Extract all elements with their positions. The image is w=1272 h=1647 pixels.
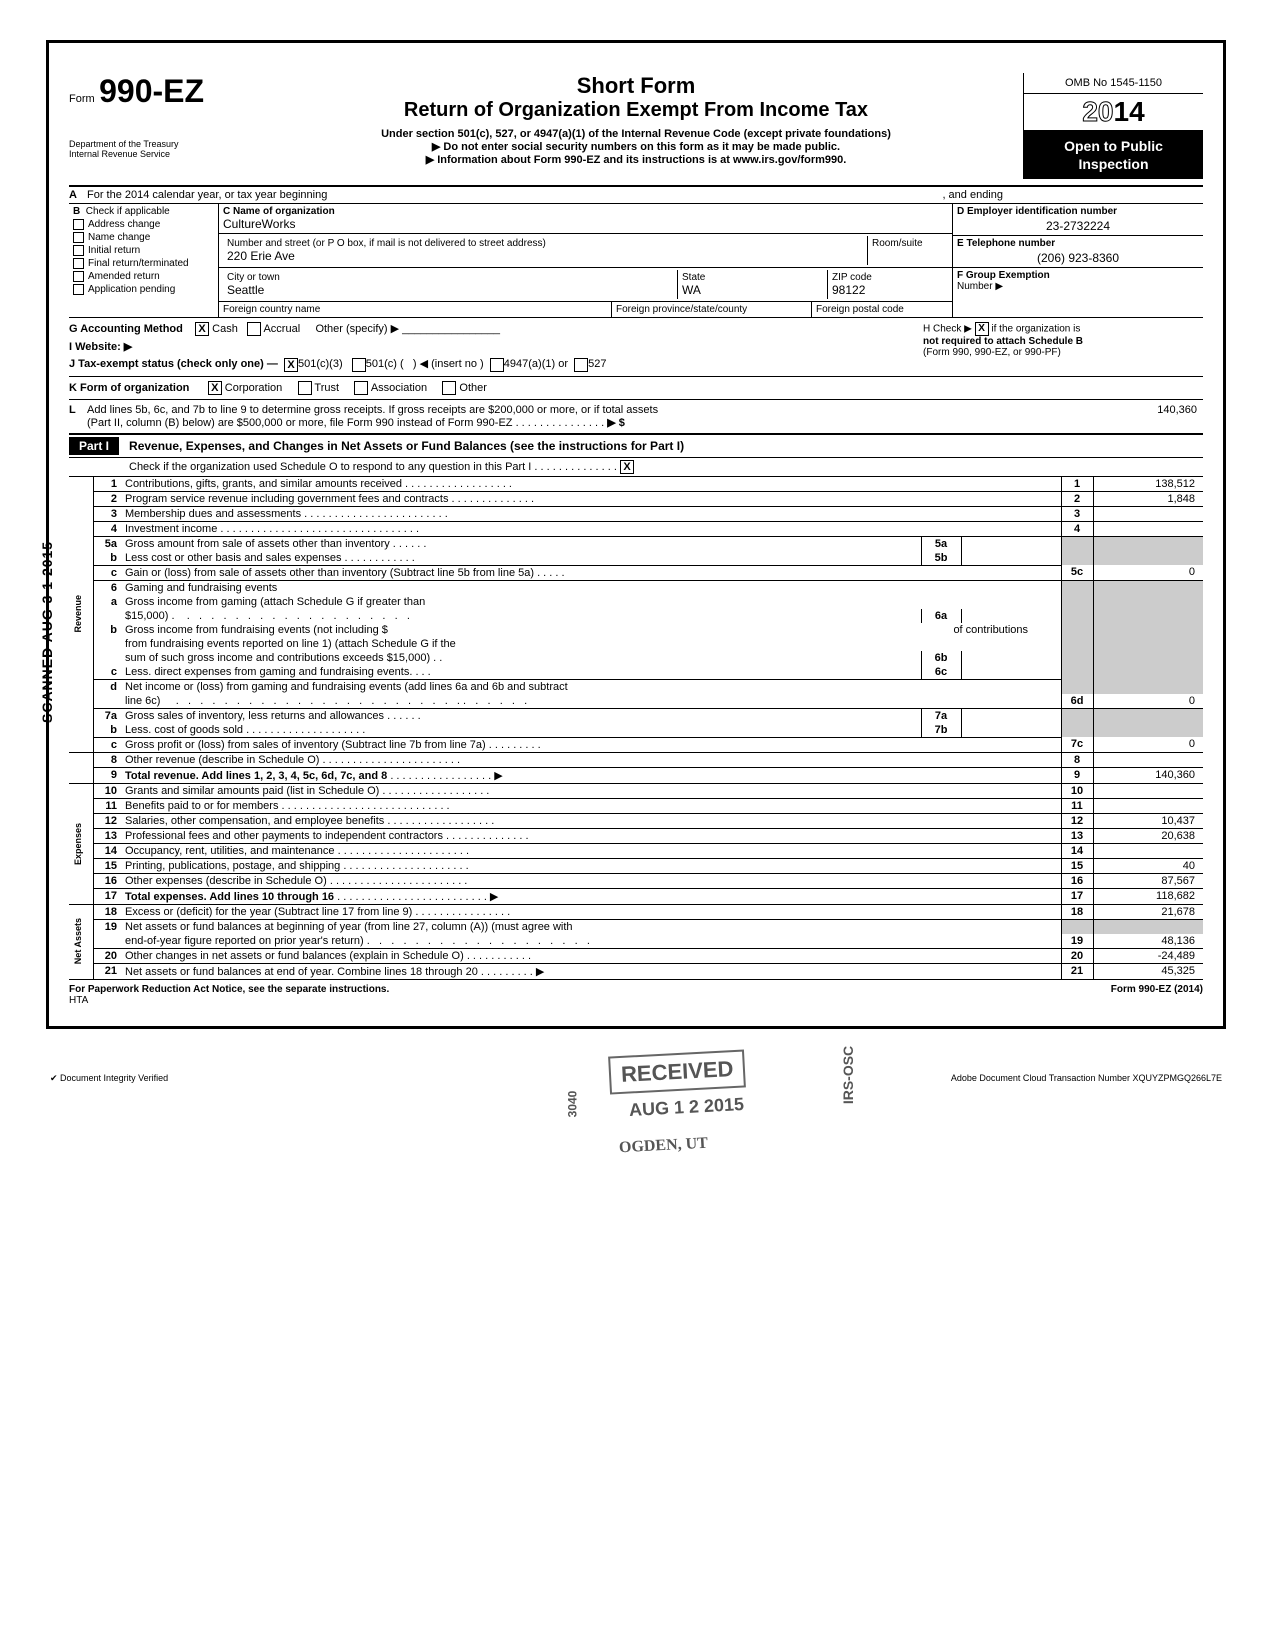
line15-amt: 40 — [1093, 858, 1203, 873]
row-l: L Add lines 5b, 6c, and 7b to line 9 to … — [69, 400, 1203, 435]
org-zip: 98122 — [832, 283, 944, 297]
row-k: K Form of organization X Corporation Tru… — [69, 377, 1203, 400]
scanned-stamp: SCANNED AUG 3 1 2015 — [39, 541, 55, 723]
chk-corp[interactable]: X — [208, 381, 222, 395]
col-c-org-info: C Name of organization CultureWorks Numb… — [219, 204, 953, 317]
line6d-amt: 0 — [1093, 694, 1203, 709]
schedule-o-check: Check if the organization used Schedule … — [69, 458, 1203, 477]
stamp-ogden: OGDEN, UT — [608, 1130, 718, 1162]
line17-amt: 118,682 — [1093, 888, 1203, 904]
line5c-amt: 0 — [1093, 565, 1203, 580]
line18-amt: 21,678 — [1093, 904, 1203, 919]
chk-app-pending[interactable] — [73, 284, 84, 295]
form-page: Form 990-EZ Department of the Treasury I… — [46, 40, 1226, 1029]
chk-address-change[interactable] — [73, 219, 84, 230]
chk-527[interactable] — [574, 358, 588, 372]
form-ref: Form 990-EZ (2014) — [1111, 984, 1203, 1006]
title-return: Return of Organization Exempt From Incom… — [259, 99, 1013, 122]
line2-amt: 1,848 — [1093, 491, 1203, 506]
telephone: (206) 923-8360 — [957, 249, 1199, 265]
chk-initial-return[interactable] — [73, 245, 84, 256]
ssn-notice: ▶ Do not enter social security numbers o… — [259, 140, 1013, 153]
line12-amt: 10,437 — [1093, 813, 1203, 828]
org-city: Seattle — [227, 283, 673, 297]
part1-header: Part I Revenue, Expenses, and Changes in… — [69, 435, 1203, 458]
ein-value: 23-2732224 — [957, 217, 1199, 233]
form-number: 990-EZ — [99, 73, 204, 109]
col-b-checkboxes: B Check if applicable Address change Nam… — [69, 204, 219, 317]
chk-cash[interactable]: X — [195, 322, 209, 336]
chk-accrual[interactable] — [247, 322, 261, 336]
gross-receipts: 140,360 — [1083, 404, 1203, 429]
tax-year: 2014 — [1024, 94, 1203, 131]
chk-501c3[interactable]: X — [284, 358, 298, 372]
stamp-date: AUG 1 2 2015 — [618, 1089, 754, 1125]
org-name: CultureWorks — [223, 217, 948, 231]
chk-other-org[interactable] — [442, 381, 456, 395]
chk-trust[interactable] — [298, 381, 312, 395]
line20-amt: -24,489 — [1093, 948, 1203, 963]
info-line: ▶ Information about Form 990-EZ and its … — [259, 153, 1013, 166]
chk-h[interactable]: X — [975, 322, 989, 336]
title-box: Short Form Return of Organization Exempt… — [249, 73, 1023, 166]
chk-4947[interactable] — [490, 358, 504, 372]
chk-schedule-o[interactable]: X — [620, 460, 634, 474]
line13-amt: 20,638 — [1093, 828, 1203, 843]
form-prefix: Form — [69, 93, 95, 105]
row-g-accounting: G Accounting Method X Cash Accrual Other… — [69, 318, 1203, 376]
line1-amt: 138,512 — [1093, 477, 1203, 492]
org-state: WA — [682, 283, 823, 297]
org-address: 220 Erie Ave — [227, 249, 863, 263]
section-bcd: B Check if applicable Address change Nam… — [69, 204, 1203, 318]
line19-amt: 48,136 — [1093, 934, 1203, 949]
open-inspection: Open to Public Inspection — [1024, 131, 1203, 179]
dept-treasury: Department of the Treasury Internal Reve… — [69, 140, 249, 160]
chk-amended[interactable] — [73, 271, 84, 282]
col-d-ein: D Employer identification number 23-2732… — [953, 204, 1203, 317]
title-short-form: Short Form — [259, 73, 1013, 99]
footer: For Paperwork Reduction Act Notice, see … — [69, 980, 1203, 1006]
doc-integrity-footer: ✔ Document Integrity Verified Adobe Docu… — [0, 1069, 1272, 1088]
row-a: A For the 2014 calendar year, or tax yea… — [69, 187, 1203, 204]
omb-number: OMB No 1545-1150 — [1024, 73, 1203, 94]
chk-final-return[interactable] — [73, 258, 84, 269]
line21-amt: 45,325 — [1093, 963, 1203, 979]
chk-name-change[interactable] — [73, 232, 84, 243]
line9-amt: 140,360 — [1093, 767, 1203, 783]
form-header: Form 990-EZ Department of the Treasury I… — [69, 73, 1203, 187]
chk-assoc[interactable] — [354, 381, 368, 395]
part1-table: Revenue 1Contributions, gifts, grants, a… — [69, 477, 1203, 980]
chk-501c[interactable] — [352, 358, 366, 372]
line7c-amt: 0 — [1093, 737, 1203, 752]
right-header-box: OMB No 1545-1150 2014 Open to Public Ins… — [1023, 73, 1203, 179]
stamp-3040: 3040 — [561, 1081, 583, 1128]
line16-amt: 87,567 — [1093, 873, 1203, 888]
subtitle: Under section 501(c), 527, or 4947(a)(1)… — [259, 128, 1013, 140]
form-number-box: Form 990-EZ Department of the Treasury I… — [69, 73, 249, 160]
